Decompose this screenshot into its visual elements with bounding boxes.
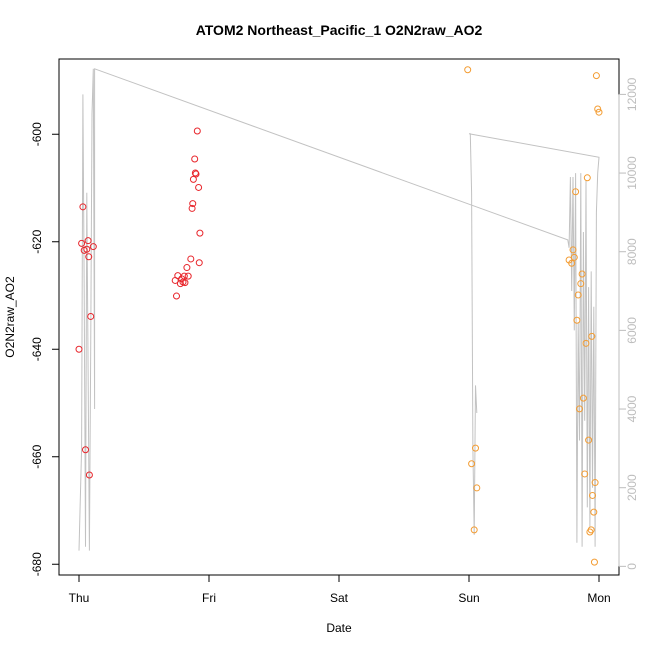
data-point (183, 264, 191, 272)
data-point (191, 155, 199, 163)
y-tick-label: -680 (30, 552, 44, 576)
data-point (590, 558, 598, 566)
y2-tick-label: 6000 (625, 317, 639, 344)
data-point (195, 183, 203, 191)
data-point (594, 105, 602, 113)
data-point (468, 460, 476, 468)
x-tick-label: Thu (69, 591, 90, 605)
data-point (577, 280, 585, 288)
x-tick-label: Mon (587, 591, 610, 605)
data-point (78, 239, 86, 247)
data-point (592, 72, 600, 80)
data-point (589, 491, 596, 499)
y2-axis: 0 2000 4000 6000 8000 10000 12000 (618, 77, 639, 570)
data-point (576, 405, 583, 413)
y2-tick-label: 2000 (625, 474, 639, 501)
y2-tick-label: 12000 (625, 77, 639, 111)
data-point (568, 259, 576, 267)
data-point (591, 479, 599, 487)
y2-tick-label: 10000 (625, 156, 639, 190)
data-point (189, 200, 197, 208)
y-axis-label: O2N2raw_AO2 (3, 276, 17, 358)
data-point (85, 471, 93, 479)
data-point (585, 436, 593, 444)
data-point (569, 246, 577, 254)
altitude-line-layer (78, 68, 600, 551)
data-point (473, 484, 481, 492)
data-point (192, 170, 200, 178)
data-point (472, 444, 479, 452)
data-point (574, 291, 582, 299)
data-point (573, 316, 581, 324)
y-tick-label: -600 (30, 122, 44, 146)
data-point (79, 203, 87, 211)
data-point (582, 339, 590, 347)
data-point (583, 174, 591, 182)
chart-title: ATOM2 Northeast_Pacific_1 O2N2raw_AO2 (196, 22, 483, 38)
y-tick-label: -660 (30, 444, 44, 468)
data-point (464, 66, 472, 74)
data-point (590, 508, 598, 516)
data-point (174, 272, 182, 280)
x-tick-label: Fri (202, 591, 216, 605)
data-point (189, 175, 197, 183)
data-point (84, 237, 92, 245)
data-point (572, 188, 580, 196)
data-point (82, 446, 89, 454)
x-tick-label: Sat (330, 591, 349, 605)
data-point (579, 394, 587, 402)
data-point (570, 253, 578, 261)
y-tick-label: -640 (30, 337, 44, 361)
data-point (470, 526, 478, 534)
data-point (83, 245, 91, 253)
data-point (188, 204, 196, 212)
data-point (587, 526, 595, 534)
data-point (85, 253, 93, 261)
altitude-line (78, 68, 600, 551)
data-point (87, 312, 95, 320)
data-point (193, 127, 201, 135)
data-point (187, 255, 195, 263)
y2-tick-label: 0 (625, 563, 639, 570)
data-point (578, 270, 586, 278)
points-layer (75, 66, 603, 566)
y2-tick-label: 4000 (625, 395, 639, 422)
y-tick-label: -620 (30, 229, 44, 253)
data-point (75, 345, 83, 353)
x-axis-label: Date (326, 621, 352, 635)
x-axis: Thu Fri Sat Sun Mon (69, 574, 611, 605)
data-point (173, 292, 180, 300)
data-point (581, 470, 589, 478)
y-axis: -600 -620 -640 -660 -680 (30, 122, 60, 576)
data-point (595, 108, 603, 116)
x-tick-label: Sun (458, 591, 479, 605)
y2-tick-label: 8000 (625, 238, 639, 265)
data-point (588, 332, 596, 340)
data-point (195, 259, 203, 267)
plot-frame (58, 58, 620, 576)
data-point (181, 279, 189, 287)
data-point (196, 229, 204, 237)
data-point (89, 243, 97, 251)
data-point (184, 272, 192, 280)
data-point (180, 272, 188, 280)
